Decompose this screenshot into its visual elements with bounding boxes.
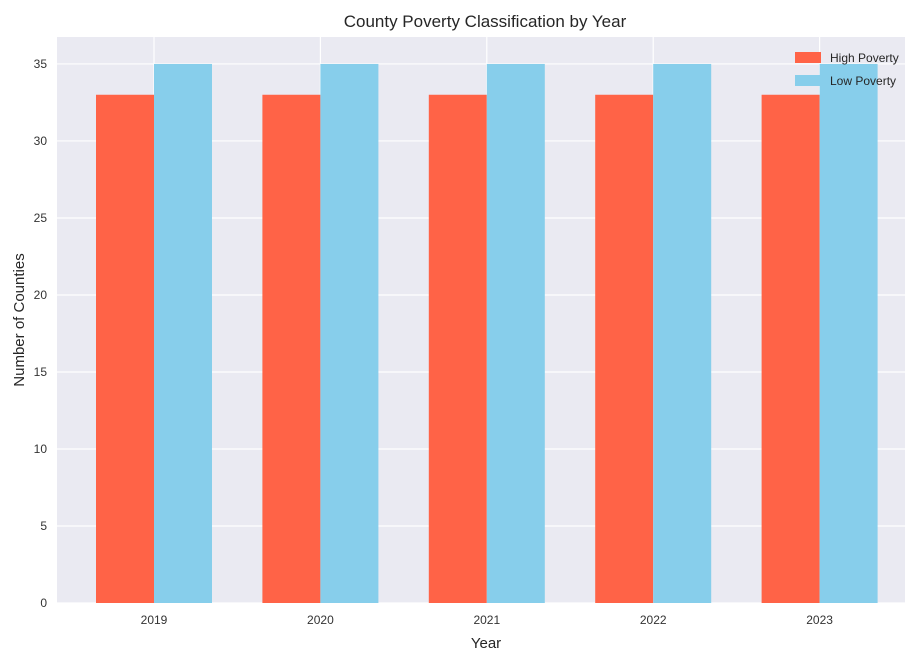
legend-label-low-poverty: Low Poverty <box>830 74 896 88</box>
y-axis-ticks: 0 5 10 15 20 25 30 35 <box>34 57 48 610</box>
bar-low-poverty-2023 <box>819 63 878 603</box>
y-tick-label: 30 <box>34 134 48 148</box>
y-tick-label: 35 <box>34 57 48 71</box>
x-tick-label: 2019 <box>141 613 168 627</box>
x-tick-label: 2021 <box>473 613 500 627</box>
bar-high-poverty-2023 <box>761 94 820 604</box>
y-tick-label: 0 <box>40 596 47 610</box>
bar-high-poverty-2019 <box>96 94 154 604</box>
y-tick-label: 10 <box>34 442 48 456</box>
chart-title: County Poverty Classification by Year <box>344 12 627 31</box>
bar-low-poverty-2021 <box>486 63 545 603</box>
bar-low-poverty-2020 <box>320 63 379 603</box>
x-axis-ticks: 2019 2020 2021 2022 2023 <box>141 613 834 627</box>
x-tick-label: 2023 <box>806 613 833 627</box>
y-tick-label: 15 <box>34 365 48 379</box>
legend: High Poverty Low Poverty <box>795 51 899 88</box>
legend-swatch-low-poverty <box>795 75 821 86</box>
bar-low-poverty-2019 <box>154 63 212 603</box>
bar-low-poverty-2022 <box>653 63 712 603</box>
bar-high-poverty-2022 <box>595 94 654 604</box>
x-tick-label: 2022 <box>640 613 667 627</box>
legend-swatch-high-poverty <box>795 52 821 63</box>
y-tick-label: 5 <box>40 519 47 533</box>
y-axis-title: Number of Counties <box>11 253 28 386</box>
x-axis-title: Year <box>471 635 501 650</box>
legend-label-high-poverty: High Poverty <box>830 51 899 65</box>
bars <box>96 63 878 604</box>
x-tick-label: 2020 <box>307 613 334 627</box>
bar-high-poverty-2020 <box>262 94 321 604</box>
bar-high-poverty-2021 <box>428 94 487 604</box>
y-tick-label: 20 <box>34 288 48 302</box>
y-tick-label: 25 <box>34 211 48 225</box>
